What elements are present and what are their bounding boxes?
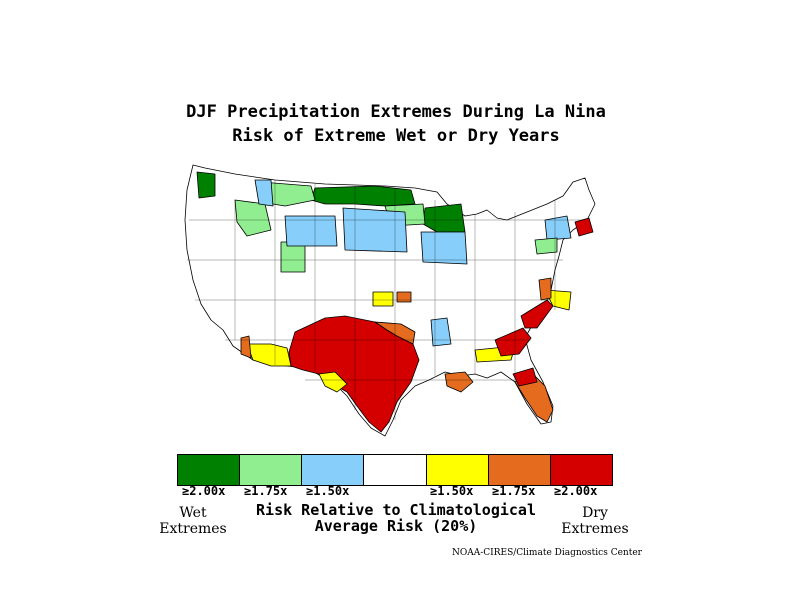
- region-wet-s-dakota-150x: [342, 207, 408, 253]
- legend-tick-wet-150x: ≥1.50x: [306, 484, 350, 498]
- legend-swatch-wet-150x: [302, 455, 365, 485]
- wet-label-line2: Extremes: [159, 521, 227, 537]
- legend-tick-wet-2x: ≥2.00x: [182, 484, 226, 498]
- region-wet-wisconsin-2x: [422, 203, 466, 233]
- region-dry-sw-texas: [318, 371, 348, 393]
- region-dry-louisiana: [444, 371, 474, 393]
- legend-tick-dry-2x: ≥2.00x: [554, 484, 598, 498]
- region-dry-arizona: [246, 343, 292, 367]
- legend-swatch-dry-175x: [488, 455, 551, 485]
- color-legend: [177, 454, 613, 486]
- dry-extremes-label: Dry Extremes: [560, 505, 630, 537]
- map-title-line2: Risk of Extreme Wet or Dry Years: [232, 126, 560, 146]
- region-wet-wyoming-150x: [284, 215, 338, 247]
- division-grid: [187, 180, 585, 420]
- region-wet-ne-175x: [534, 237, 558, 255]
- region-dry-carolinas: [520, 299, 554, 329]
- region-wet-montana-w-150x: [254, 179, 274, 207]
- dry-label-line2: Extremes: [561, 521, 629, 537]
- region-dry-nc-coast: [538, 277, 552, 301]
- region-wet-indiana-150x: [430, 317, 452, 347]
- region-dry-georgia: [494, 327, 532, 357]
- legend-swatch-neutral: [364, 455, 427, 485]
- wet-extremes-label: Wet Extremes: [158, 505, 228, 537]
- region-dry-virginia: [544, 289, 572, 311]
- legend-swatch-wet-2x: [178, 455, 241, 485]
- us-climate-division-map: [184, 164, 596, 437]
- region-wet-washington-2x: [196, 171, 216, 199]
- legend-swatch-wet-175x: [240, 455, 303, 485]
- legend-caption-line1: Risk Relative to Climatological: [256, 501, 536, 519]
- legend-caption-line2: Average Risk (20%): [314, 517, 478, 535]
- region-wet-n-plains-2x: [310, 185, 416, 207]
- region-dry-socal: [240, 335, 252, 359]
- region-wet-utah-175x: [280, 241, 306, 273]
- legend-swatch-dry-150x: [426, 455, 489, 485]
- region-dry-kansas: [372, 291, 394, 307]
- legend-tick-wet-175x: ≥1.75x: [244, 484, 288, 498]
- legend-tick-dry-150x: ≥1.50x: [430, 484, 474, 498]
- legend-swatch-dry-2x: [550, 455, 612, 485]
- wet-label-line1: Wet: [179, 505, 207, 521]
- region-wet-new-england-150x: [544, 215, 572, 241]
- map-title-line1: DJF Precipitation Extremes During La Nin…: [186, 102, 606, 122]
- region-dry-kansas-2: [396, 291, 412, 303]
- region-wet-iowa-150x: [420, 231, 468, 265]
- region-dry-florida-north: [512, 367, 538, 387]
- credit-text: NOAA-CIRES/Climate Diagnostics Center: [452, 548, 642, 558]
- dry-label-line1: Dry: [582, 505, 608, 521]
- region-dry-new-england: [574, 217, 594, 237]
- legend-tick-dry-175x: ≥1.75x: [492, 484, 536, 498]
